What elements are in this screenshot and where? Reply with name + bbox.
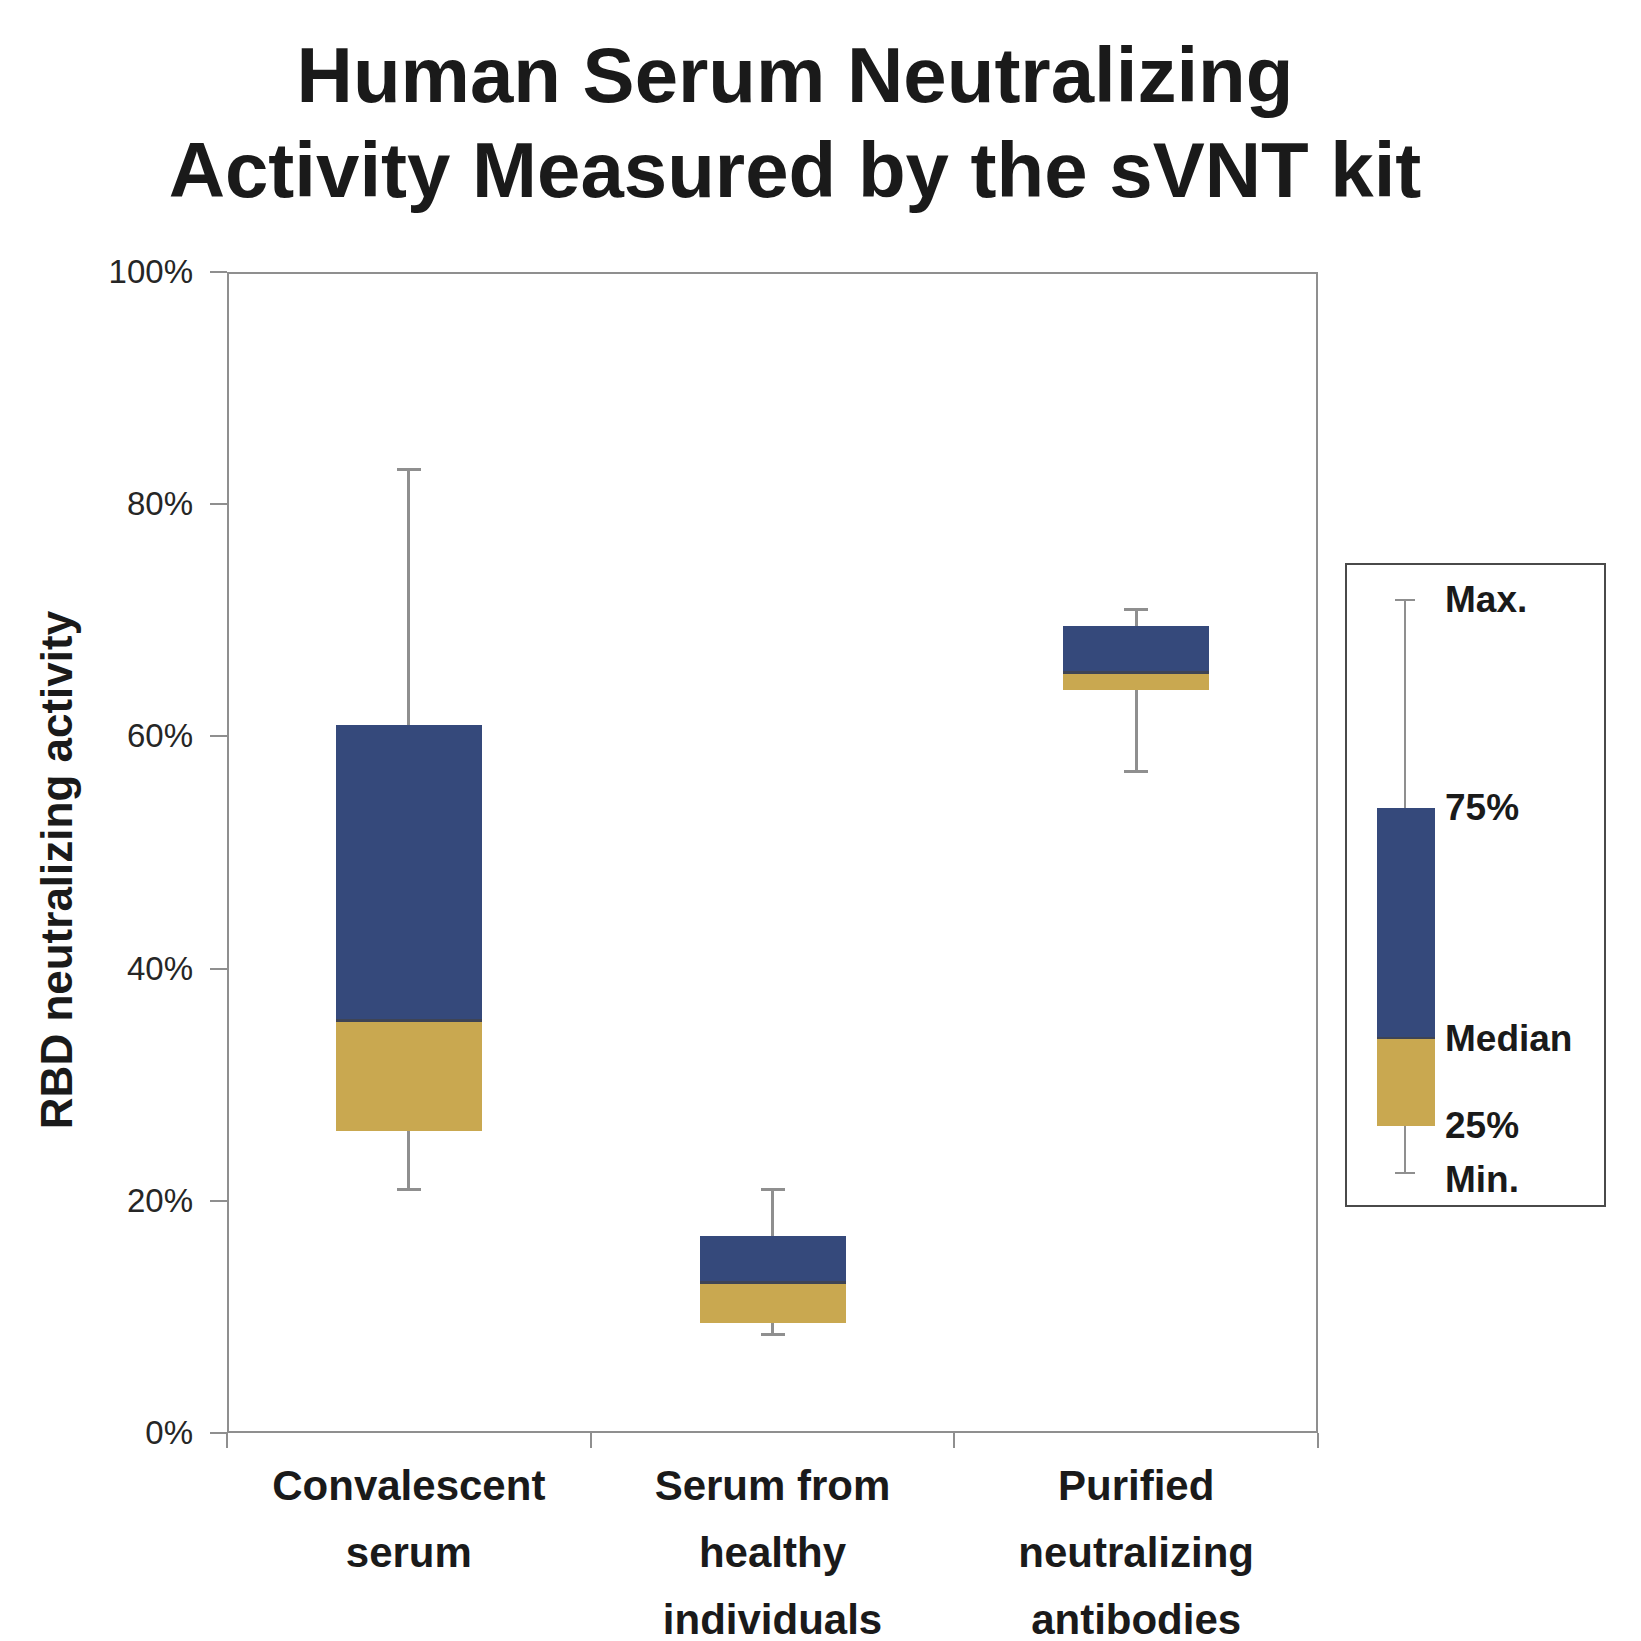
box-upper-quartile: [700, 1236, 846, 1282]
legend-lower-quartile-box: [1377, 1039, 1435, 1126]
chart-title-line-1: Human Serum Neutralizing: [0, 28, 1590, 123]
x-tick-mark: [953, 1433, 955, 1448]
box-lower-quartile: [700, 1282, 846, 1323]
y-tick-label: 0%: [0, 1409, 193, 1457]
y-tick-label: 80%: [0, 480, 193, 528]
legend-label-q3: 75%: [1445, 784, 1519, 832]
median-line: [700, 1281, 846, 1284]
box-lower-quartile: [1063, 673, 1209, 690]
x-tick-mark: [590, 1433, 592, 1448]
whisker-upper: [771, 1189, 774, 1235]
y-tick-mark: [210, 1432, 227, 1434]
cap-max: [761, 1188, 785, 1191]
cap-min: [397, 1188, 421, 1191]
whisker-lower: [407, 1131, 410, 1189]
y-axis-title: RBD neutralizing activity: [25, 270, 89, 1470]
legend-upper-quartile-box: [1377, 808, 1435, 1039]
legend-upper-whisker: [1404, 600, 1406, 808]
box-upper-quartile: [336, 725, 482, 1021]
y-tick-label: 100%: [0, 248, 193, 296]
median-line: [336, 1019, 482, 1022]
legend-lower-whisker: [1404, 1126, 1406, 1173]
boxplot-chart: Human Serum Neutralizing Activity Measur…: [0, 0, 1641, 1641]
x-category-label: Serum from healthy individuals: [603, 1452, 943, 1641]
x-category-label: Convalescent serum: [239, 1452, 579, 1586]
chart-title-line-2: Activity Measured by the sVNT kit: [0, 123, 1590, 218]
y-tick-label: 60%: [0, 712, 193, 760]
box-lower-quartile: [336, 1021, 482, 1131]
cap-max: [1124, 608, 1148, 611]
median-line: [1063, 671, 1209, 674]
y-tick-mark: [210, 968, 227, 970]
y-tick-label: 40%: [0, 945, 193, 993]
legend-label-q1: 25%: [1445, 1102, 1519, 1150]
x-category-label: Purified neutralizing antibodies: [966, 1452, 1306, 1641]
cap-min: [761, 1333, 785, 1336]
box-upper-quartile: [1063, 626, 1209, 672]
legend-label-max: Max.: [1445, 576, 1527, 624]
y-tick-mark: [210, 1200, 227, 1202]
y-tick-label: 20%: [0, 1177, 193, 1225]
whisker-upper: [407, 469, 410, 724]
chart-title: Human Serum Neutralizing Activity Measur…: [0, 28, 1590, 218]
cap-max: [397, 468, 421, 471]
legend-min-cap: [1395, 1172, 1415, 1174]
x-tick-mark: [1317, 1433, 1319, 1448]
whisker-upper: [1135, 609, 1138, 626]
legend: Max. 75% Median 25% Min.: [1345, 563, 1606, 1207]
legend-label-min: Min.: [1445, 1156, 1519, 1204]
x-tick-mark: [226, 1433, 228, 1448]
cap-min: [1124, 770, 1148, 773]
y-tick-mark: [210, 735, 227, 737]
whisker-lower: [1135, 690, 1138, 771]
y-tick-mark: [210, 503, 227, 505]
y-tick-mark: [210, 271, 227, 273]
legend-label-median: Median: [1445, 1015, 1572, 1063]
